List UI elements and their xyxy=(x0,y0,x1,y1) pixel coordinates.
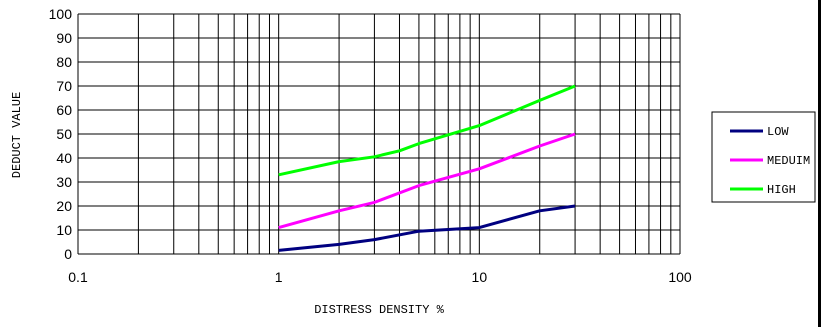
legend-entries: LOW MEDUIM HIGH xyxy=(730,125,810,197)
legend-label-meduim: MEDUIM xyxy=(767,154,810,168)
legend-box xyxy=(711,111,816,203)
y-tick-label: 10 xyxy=(56,222,72,238)
y-tick-label: 80 xyxy=(56,54,72,70)
series-layer xyxy=(278,84,576,252)
y-tick-label: 70 xyxy=(56,78,72,94)
x-axis-label: DISTRESS DENSITY % xyxy=(314,303,444,317)
grid-layer xyxy=(77,13,681,255)
ticks-layer: 0 10 20 30 40 50 60 70 80 90 100 0.1 1 10 100 xyxy=(49,6,692,285)
x-tick-label: 100 xyxy=(668,269,692,285)
y-tick-label: 0 xyxy=(64,246,72,262)
x-tick-label: 0.1 xyxy=(68,269,88,285)
series-line-low xyxy=(278,204,576,252)
y-tick-label: 60 xyxy=(56,102,72,118)
y-tick-label: 90 xyxy=(56,30,72,46)
y-tick-label: 20 xyxy=(56,198,72,214)
x-tick-label: 10 xyxy=(472,269,488,285)
y-tick-label: 30 xyxy=(56,174,72,190)
y-tick-label: 50 xyxy=(56,126,72,142)
y-tick-label: 40 xyxy=(56,150,72,166)
legend: LOW MEDUIM HIGH xyxy=(711,111,816,203)
x-tick-label: 1 xyxy=(275,269,283,285)
legend-label-high: HIGH xyxy=(767,183,796,197)
right-frame-border xyxy=(818,0,821,327)
series-line-meduim xyxy=(278,132,576,230)
legend-label-low: LOW xyxy=(767,125,789,139)
y-tick-label: 100 xyxy=(49,6,73,22)
series-line-high xyxy=(278,84,576,177)
y-axis-label: DEDUCT VALUE xyxy=(10,92,24,178)
